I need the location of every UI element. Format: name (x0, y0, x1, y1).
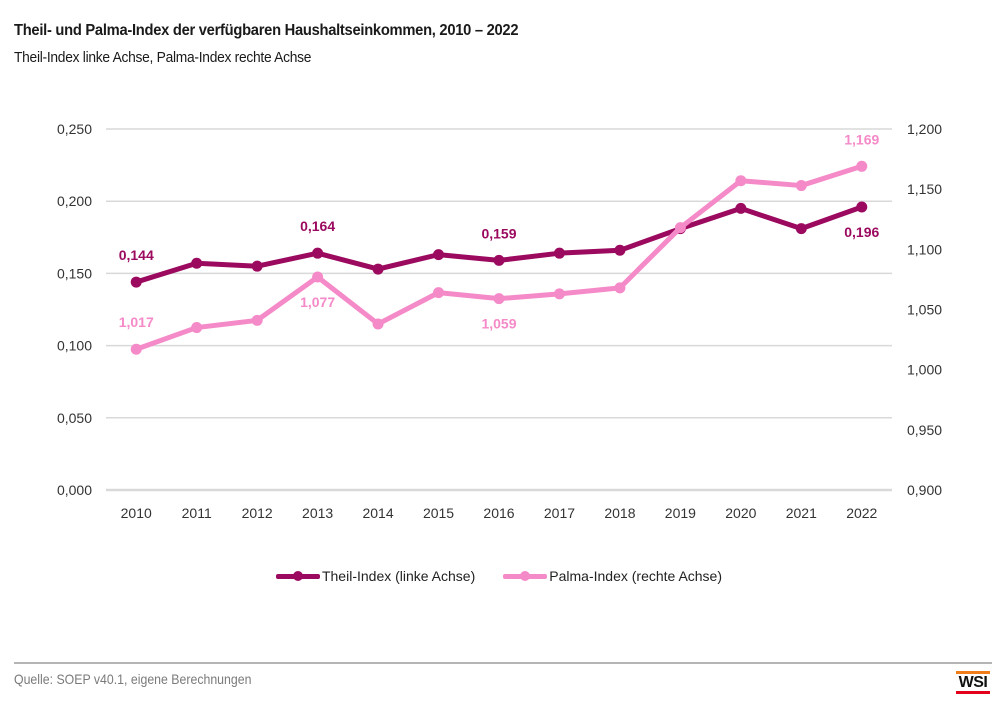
data-point-palma (856, 160, 868, 172)
right-tick-label: 0,900 (907, 482, 942, 498)
x-tick-label: 2017 (544, 505, 575, 521)
data-point-palma (735, 175, 747, 187)
left-axis: 0,000 0,050 0,100 0,150 0,200 0,250 (57, 121, 92, 498)
data-point-palma (614, 282, 626, 294)
wsi-logo: WSI (956, 671, 990, 694)
data-point-theil (856, 201, 868, 213)
x-tick-label: 2010 (121, 505, 152, 521)
data-label-palma: 1,077 (300, 294, 335, 310)
data-point-theil (372, 263, 384, 275)
right-tick-label: 1,050 (907, 302, 942, 318)
left-tick-label: 0,150 (57, 265, 92, 281)
data-point-theil (614, 244, 626, 256)
data-point-theil (795, 223, 807, 235)
chart-svg: 0,000 0,050 0,100 0,150 0,200 0,250 0,900 0,95… (57, 121, 942, 521)
gridlines (106, 128, 892, 492)
series-group (130, 160, 868, 355)
chart-subtitle: Theil-Index linke Achse, Palma-Index rec… (14, 49, 312, 66)
legend-swatch-theil (275, 571, 320, 581)
x-axis: 2010 2011 2012 2013 2014 2015 2016 2017 2018 2019… (121, 505, 878, 521)
left-tick-label: 0,050 (57, 410, 92, 426)
x-tick-label: 2019 (665, 505, 696, 521)
data-point-theil (553, 247, 565, 259)
right-tick-label: 1,000 (907, 362, 942, 378)
data-label-theil: 0,164 (300, 218, 335, 234)
x-tick-label: 2021 (786, 505, 817, 521)
data-label-theil: 0,159 (481, 225, 516, 241)
legend-item-theil[interactable]: Theil-Index (linke Achse) (275, 568, 476, 584)
data-point-theil (251, 260, 263, 272)
data-point-palma (553, 288, 565, 300)
left-tick-label: 0,200 (57, 193, 92, 209)
x-tick-label: 2014 (362, 505, 393, 521)
x-tick-label: 2012 (242, 505, 273, 521)
data-label-theil: 0,144 (119, 247, 154, 263)
data-label-palma: 1,017 (119, 314, 154, 330)
x-tick-label: 2022 (846, 505, 877, 521)
x-tick-label: 2015 (423, 505, 454, 521)
x-tick-label: 2011 (182, 505, 212, 521)
data-point-palma (312, 271, 324, 283)
legend-label-theil: Theil-Index (linke Achse) (321, 568, 476, 584)
data-point-palma (251, 314, 263, 326)
data-point-theil (433, 249, 445, 261)
data-labels: 0,144 0,164 0,159 0,196 1,017 1,077 1,059 1,169 (119, 131, 880, 331)
data-point-theil (735, 202, 747, 214)
data-point-palma (191, 322, 203, 334)
data-point-palma (674, 222, 686, 234)
data-point-theil (493, 254, 505, 266)
legend: Theil-Index (linke Achse) Palma-Index (r… (0, 568, 998, 584)
legend-swatch-palma (503, 571, 548, 581)
data-label-palma: 1,059 (481, 316, 516, 332)
right-tick-label: 1,100 (907, 241, 942, 257)
data-point-palma (493, 293, 505, 305)
x-tick-label: 2013 (302, 505, 333, 521)
data-point-theil (312, 247, 324, 259)
logo-text: WSI (958, 674, 988, 691)
left-tick-label: 0,100 (57, 338, 92, 354)
series-line-theil (133, 204, 865, 285)
data-point-theil (191, 257, 203, 269)
data-point-theil (130, 276, 142, 288)
x-tick-label: 2020 (725, 505, 756, 521)
data-label-theil: 0,196 (844, 224, 879, 240)
chart-title: Theil- und Palma-Index der verfügbaren H… (14, 22, 519, 39)
left-tick-label: 0,250 (57, 121, 92, 137)
left-tick-label: 0,000 (57, 482, 92, 498)
source-note: Quelle: SOEP v40.1, eigene Berechnungen (14, 671, 252, 687)
right-tick-label: 0,950 (907, 422, 942, 438)
right-tick-label: 1,200 (907, 121, 942, 137)
footer-divider (14, 662, 992, 664)
right-axis: 0,900 0,950 1,000 1,050 1,100 1,150 1,200 (907, 121, 942, 498)
legend-label-palma: Palma-Index (rechte Achse) (549, 568, 723, 584)
legend-item-palma[interactable]: Palma-Index (rechte Achse) (503, 568, 722, 584)
data-point-palma (130, 343, 142, 355)
data-point-palma (372, 318, 384, 330)
x-tick-label: 2016 (483, 505, 514, 521)
x-tick-label: 2018 (604, 505, 635, 521)
data-point-palma (795, 180, 807, 192)
data-point-palma (433, 287, 445, 299)
data-label-palma: 1,169 (844, 131, 879, 147)
right-tick-label: 1,150 (907, 181, 942, 197)
